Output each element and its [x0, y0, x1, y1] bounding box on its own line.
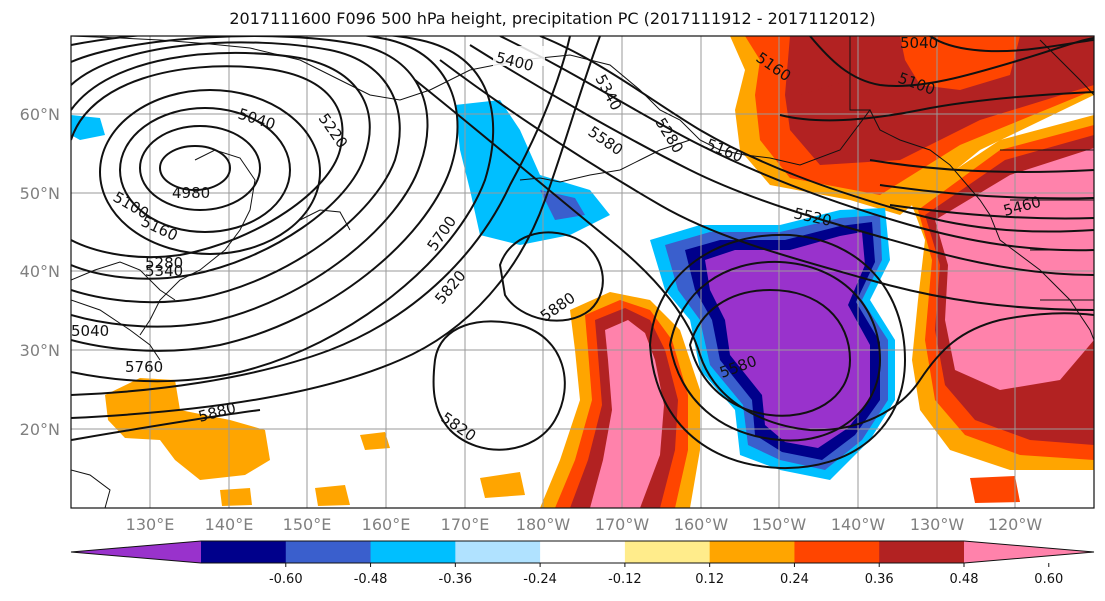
colorbar-tick-label: -0.36 [439, 572, 473, 587]
contour-label: 5760 [125, 358, 163, 376]
lon-label: 150°W [752, 515, 807, 534]
colorbar-tick-label: 0.60 [1034, 572, 1063, 587]
colorbar-extension-high [964, 541, 1094, 563]
colorbar: -0.60 -0.48 -0.36 -0.24 -0.12 0.12 0.24 0.36 0.4… [70, 540, 1095, 587]
lon-label: 120°W [988, 515, 1043, 534]
colorbar-tick-label: 0.12 [695, 572, 724, 587]
colorbar-swatch [540, 541, 626, 563]
lon-label: 170°E [441, 515, 490, 534]
longitude-labels: 130°E 140°E 150°E 160°E 170°E 180°W 170°… [126, 515, 1043, 534]
colorbar-tick-label: -0.12 [608, 572, 642, 587]
lat-label: 50°N [20, 184, 60, 203]
contour-label: 5040 [71, 322, 109, 340]
colorbar-swatch [709, 541, 795, 563]
lon-label: 160°W [674, 515, 729, 534]
lon-label: 130°E [126, 515, 175, 534]
contour-label: 5280 [145, 254, 183, 272]
lat-label: 20°N [20, 420, 60, 439]
lat-label: 40°N [20, 262, 60, 281]
colorbar-outline [70, 540, 1095, 564]
contour-label: 4980 [172, 184, 210, 202]
lat-label: 30°N [20, 341, 60, 360]
colorbar-tick-label: 0.36 [865, 572, 894, 587]
lat-label: 60°N [20, 105, 60, 124]
colorbar-tick-label: -0.48 [354, 572, 388, 587]
graticule [71, 36, 1094, 508]
colorbar-swatch [879, 541, 965, 563]
lon-label: 140°E [205, 515, 254, 534]
lon-label: 180°W [516, 515, 571, 534]
colorbar-swatch [624, 541, 711, 563]
lon-label: 160°E [362, 515, 411, 534]
colorbar-tick-label: 0.24 [780, 572, 809, 587]
colorbar-swatch [370, 541, 456, 563]
colorbar-swatch [285, 541, 372, 563]
lon-label: 140°W [831, 515, 886, 534]
plot-title: 2017111600 F096 500 hPa height, precipit… [229, 9, 876, 28]
colorbar-extension-low [71, 541, 201, 563]
colorbar-tick-label: -0.60 [269, 572, 303, 587]
colorbar-swatch [794, 541, 880, 563]
contour-label: 5340 [145, 262, 183, 280]
colorbar-swatch [201, 541, 287, 563]
height-contours [71, 36, 1094, 470]
colorbar-tick-label: 0.48 [950, 572, 979, 587]
lon-label: 130°W [910, 515, 965, 534]
colorbar-tick-label: -0.24 [523, 572, 557, 587]
lon-label: 170°W [595, 515, 650, 534]
colorbar-swatch [455, 541, 541, 563]
lon-label: 150°E [283, 515, 332, 534]
map-frame [70, 35, 1095, 509]
latitude-labels: 60°N 50°N 40°N 30°N 20°N [20, 105, 60, 439]
precip-shading [71, 36, 1094, 508]
contour-label: 5040 [900, 34, 938, 52]
